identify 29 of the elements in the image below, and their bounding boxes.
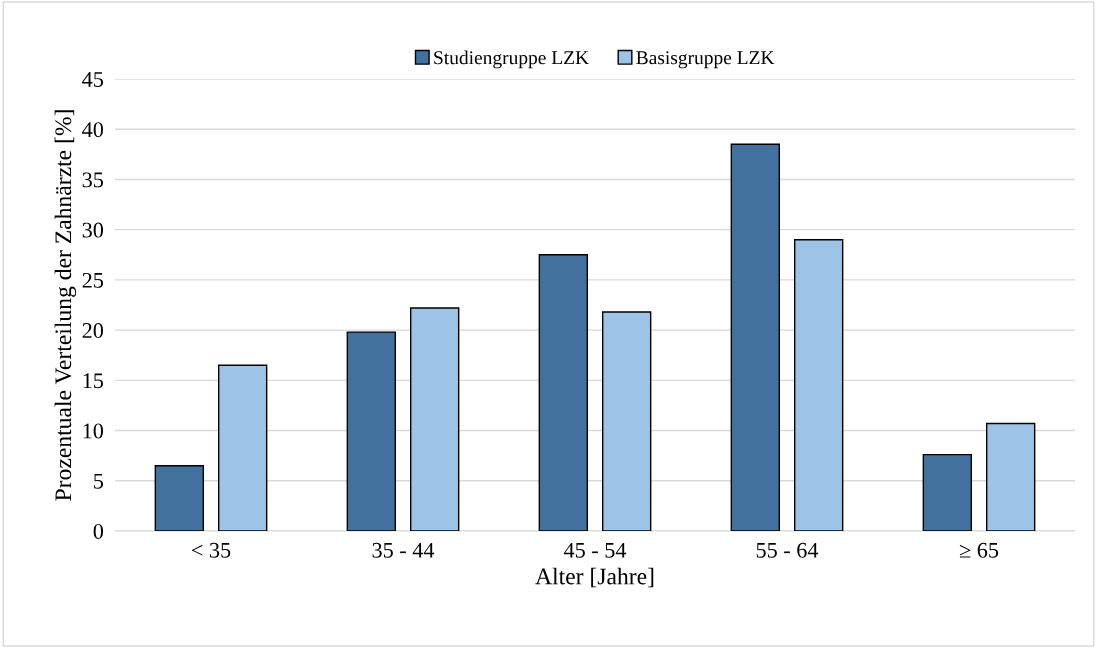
bar	[985, 422, 1036, 531]
y-tick-label: 10	[83, 423, 104, 439]
y-tick-label: 45	[82, 72, 104, 87]
x-tick-label: 45 - 54	[563, 542, 627, 558]
y-tick-label: 25	[82, 272, 104, 288]
y-tick-label: 5	[94, 473, 104, 489]
y-tick-label: 15	[83, 373, 104, 389]
bar	[154, 465, 205, 531]
y-tick-label: 0	[93, 523, 104, 539]
y-tick-label: 30	[82, 222, 104, 238]
bar	[922, 453, 973, 531]
bar	[601, 311, 652, 531]
bar	[217, 364, 268, 531]
y-axis-title: Prozentuale Verteilung der Zahnärzte [%]	[54, 110, 77, 501]
bar	[346, 331, 397, 531]
y-tick-label: 20	[82, 323, 104, 339]
x-tick-label: 55 - 64	[756, 542, 819, 558]
x-tick-label: ≥ 65	[959, 542, 999, 558]
x-tick-label: < 35	[191, 542, 231, 558]
bar	[538, 254, 589, 531]
x-tick-label: 35 - 44	[372, 542, 435, 558]
bar	[409, 307, 460, 531]
bar	[793, 239, 844, 531]
legend-label: Studiengruppe LZK	[434, 50, 589, 69]
x-axis-title: Alter [Jahre]	[535, 567, 654, 588]
legend-label: Basisgruppe LZK	[636, 51, 775, 69]
y-tick-label: 40	[82, 122, 104, 138]
bar	[730, 143, 781, 531]
y-tick-label: 35	[82, 172, 104, 188]
